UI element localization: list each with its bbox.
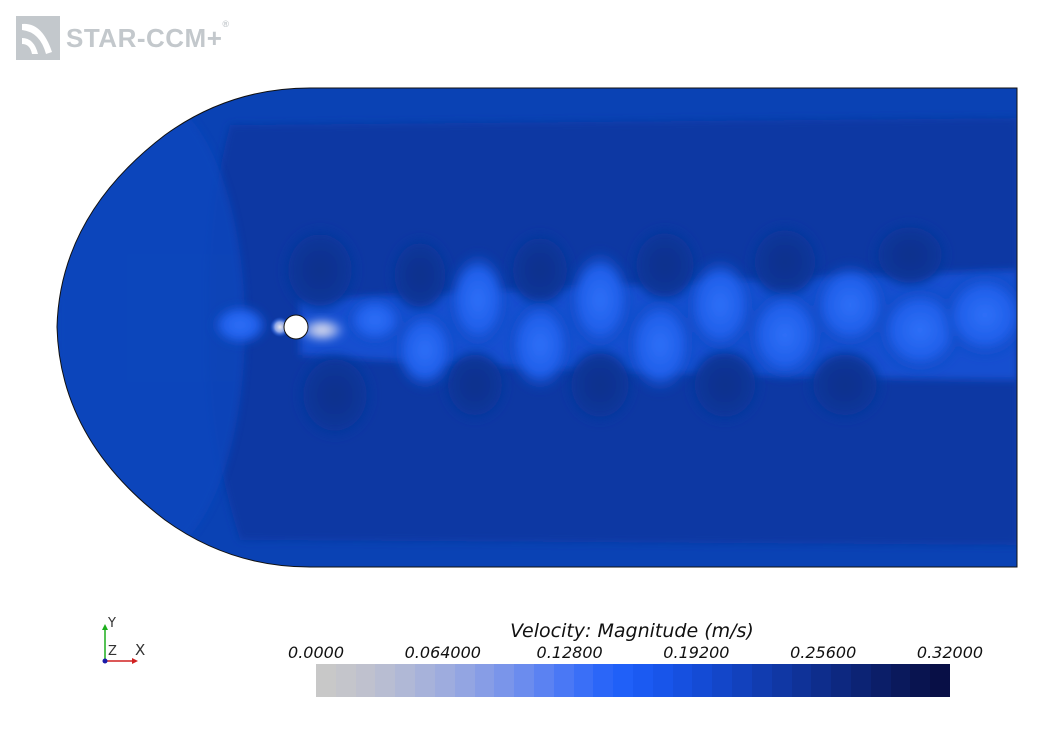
legend-color-bar[interactable]: [316, 664, 950, 697]
legend-swatch: [791, 664, 812, 697]
legend-swatch: [514, 664, 534, 697]
legend-swatch: [870, 664, 891, 697]
legend-swatch: [751, 664, 772, 697]
legend-swatch: [811, 664, 832, 697]
legend-swatch: [454, 664, 475, 697]
logo-mark-icon: [16, 16, 60, 60]
legend-swatch: [434, 664, 455, 697]
legend-swatch: [593, 664, 614, 697]
legend-swatch: [613, 664, 633, 697]
legend-title: Velocity: Magnitude (m/s): [510, 620, 754, 642]
y-axis-label: Y: [107, 616, 116, 631]
legend-swatch: [930, 664, 950, 697]
legend-swatch: [732, 664, 752, 697]
legend-swatch: [771, 664, 792, 697]
legend-tick-label: 0.0000: [288, 643, 344, 662]
logo-text: STAR-CCM+®: [66, 18, 230, 53]
x-axis-label: X: [135, 641, 145, 659]
legend-swatch: [553, 664, 574, 697]
cylinder-wake-hot: [296, 316, 348, 344]
legend-tick-label: 0.32000: [916, 643, 984, 662]
legend-swatch: [712, 664, 733, 697]
cylinder-obstacle[interactable]: [283, 314, 309, 340]
flow-domain: [57, 88, 1017, 567]
domain-outline: [56, 87, 1018, 568]
legend-swatch: [494, 664, 515, 697]
legend-tick-labels: 0.0000 0.064000 0.12800 0.19200 0.25600 0.320…: [266, 643, 1016, 663]
z-axis-icon: [102, 658, 108, 664]
legend-swatch: [335, 664, 356, 697]
legend-swatch: [474, 664, 495, 697]
axes-triad[interactable]: Y Z X: [96, 614, 156, 670]
wake-vortices: [210, 248, 1017, 395]
legend-tick-label: 0.19200: [663, 643, 730, 662]
star-ccm-logo: STAR-CCM+®: [16, 16, 230, 60]
legend-swatch: [316, 664, 336, 697]
legend-swatch: [910, 664, 931, 697]
legend-tick-label: 0.25600: [790, 643, 857, 662]
legend-swatch: [415, 664, 435, 697]
inlet-region: [57, 97, 245, 557]
legend-swatch: [672, 664, 693, 697]
legend-swatch: [692, 664, 713, 697]
velocity-contour-scene[interactable]: [0, 0, 1057, 600]
legend-swatch: [652, 664, 673, 697]
legend-swatch: [533, 664, 554, 697]
legend-swatch: [573, 664, 594, 697]
dark-vortices: [280, 220, 950, 440]
legend-swatch: [395, 664, 416, 697]
legend-swatch: [355, 664, 376, 697]
legend-tick-label: 0.064000: [404, 643, 481, 662]
legend-swatch: [850, 664, 871, 697]
z-axis-label: Z: [108, 644, 117, 659]
legend-swatch: [890, 664, 911, 697]
legend-swatch: [831, 664, 851, 697]
legend-swatch: [375, 664, 396, 697]
legend-tick-label: 0.12800: [536, 643, 603, 662]
legend-swatch: [633, 664, 653, 697]
